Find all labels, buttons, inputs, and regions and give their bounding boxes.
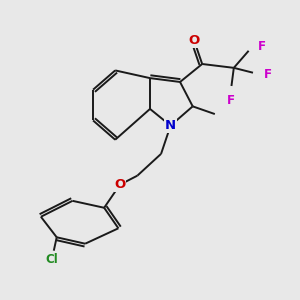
Text: Cl: Cl [46,253,58,266]
Text: O: O [114,178,126,191]
Text: O: O [189,34,200,47]
Text: F: F [257,40,266,52]
Text: F: F [226,94,235,107]
Text: N: N [165,119,176,132]
Text: F: F [264,68,272,81]
